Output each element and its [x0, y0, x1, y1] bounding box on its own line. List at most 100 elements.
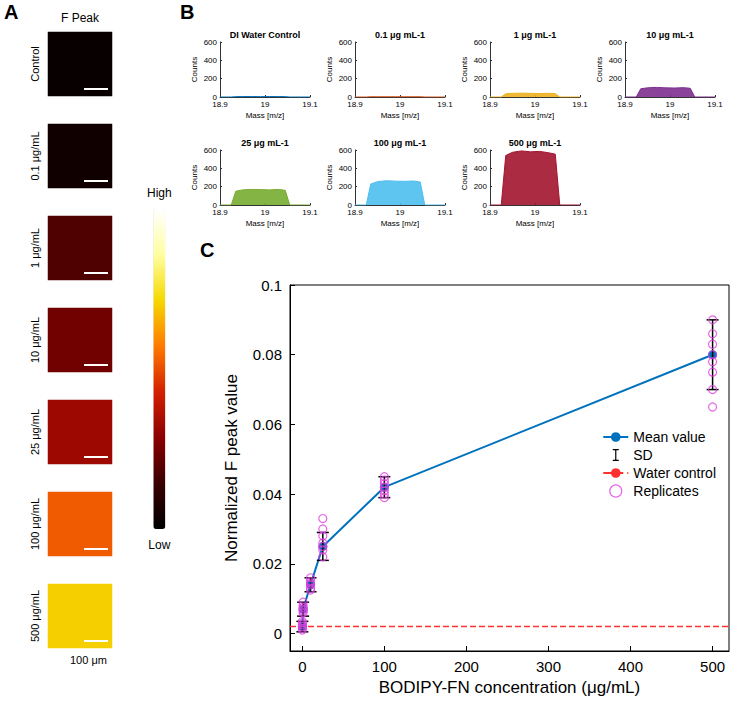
svg-text:0: 0 [482, 92, 487, 102]
svg-text:500 μg/mL: 500 μg/mL [29, 590, 41, 642]
svg-text:0: 0 [298, 658, 306, 675]
svg-text:SD: SD [633, 447, 652, 463]
svg-text:0: 0 [347, 92, 352, 102]
svg-text:200: 200 [454, 658, 479, 675]
svg-text:19: 19 [531, 208, 540, 217]
svg-text:Counts: Counts [190, 165, 199, 190]
svg-text:18.9: 18.9 [212, 208, 228, 217]
svg-text:19: 19 [261, 208, 270, 217]
svg-text:Counts: Counts [325, 57, 334, 82]
svg-text:18.9: 18.9 [482, 100, 498, 109]
svg-text:DI Water Control: DI Water Control [230, 30, 301, 40]
svg-text:19: 19 [261, 100, 270, 109]
svg-text:0: 0 [212, 200, 217, 210]
svg-text:400: 400 [474, 164, 488, 173]
svg-text:100 μg/mL: 100 μg/mL [29, 498, 41, 550]
svg-text:0: 0 [212, 92, 217, 102]
svg-text:300: 300 [536, 658, 561, 675]
svg-text:1 μg mL-1: 1 μg mL-1 [514, 30, 557, 40]
svg-text:19: 19 [666, 100, 675, 109]
svg-text:400: 400 [339, 164, 353, 173]
svg-text:Control: Control [29, 46, 41, 81]
svg-text:Mass [m/z]: Mass [m/z] [246, 111, 285, 120]
svg-text:200: 200 [609, 74, 623, 83]
svg-text:200: 200 [339, 182, 353, 191]
svg-text:400: 400 [339, 56, 353, 65]
svg-text:600: 600 [204, 146, 218, 155]
svg-text:Counts: Counts [460, 165, 469, 190]
svg-text:Counts: Counts [325, 165, 334, 190]
svg-text:Mean value: Mean value [633, 429, 706, 445]
svg-text:Mass [m/z]: Mass [m/z] [516, 111, 555, 120]
svg-text:200: 200 [474, 182, 488, 191]
svg-text:Mass [m/z]: Mass [m/z] [246, 219, 285, 228]
svg-text:19.1: 19.1 [707, 100, 723, 109]
svg-text:600: 600 [339, 38, 353, 47]
svg-text:500 μg mL-1: 500 μg mL-1 [509, 138, 562, 148]
svg-text:600: 600 [204, 38, 218, 47]
svg-text:19: 19 [396, 100, 405, 109]
svg-text:F Peak: F Peak [61, 11, 100, 25]
svg-text:1 μg/mL: 1 μg/mL [29, 228, 41, 268]
svg-text:Counts: Counts [460, 57, 469, 82]
svg-text:18.9: 18.9 [347, 100, 363, 109]
svg-text:Counts: Counts [595, 57, 604, 82]
svg-text:Low: Low [148, 538, 170, 552]
svg-text:200: 200 [204, 182, 218, 191]
svg-text:600: 600 [474, 146, 488, 155]
svg-text:0.08: 0.08 [253, 346, 282, 363]
svg-text:0: 0 [617, 92, 622, 102]
svg-text:100 μm: 100 μm [70, 654, 107, 666]
svg-text:19.1: 19.1 [302, 208, 318, 217]
svg-text:BODIPY-FN concentration (μg/mL: BODIPY-FN concentration (μg/mL) [379, 678, 640, 697]
svg-text:25 μg mL-1: 25 μg mL-1 [241, 138, 289, 148]
svg-text:25 μg/mL: 25 μg/mL [29, 409, 41, 455]
svg-text:C: C [200, 239, 214, 261]
svg-text:0.1: 0.1 [261, 277, 282, 294]
svg-text:Replicates: Replicates [633, 483, 698, 499]
svg-text:0.04: 0.04 [253, 486, 282, 503]
svg-text:19.1: 19.1 [572, 208, 588, 217]
svg-text:10 μg mL-1: 10 μg mL-1 [646, 30, 694, 40]
svg-text:Normalized F peak value: Normalized F peak value [222, 374, 241, 562]
svg-text:High: High [147, 186, 172, 200]
svg-text:19.1: 19.1 [437, 100, 453, 109]
svg-text:600: 600 [339, 146, 353, 155]
svg-text:0.06: 0.06 [253, 416, 282, 433]
svg-text:Mass [m/z]: Mass [m/z] [651, 111, 690, 120]
svg-text:19: 19 [531, 100, 540, 109]
svg-text:Mass [m/z]: Mass [m/z] [381, 111, 420, 120]
svg-text:500: 500 [700, 658, 725, 675]
svg-text:400: 400 [609, 56, 623, 65]
svg-text:200: 200 [204, 74, 218, 83]
svg-text:200: 200 [474, 74, 488, 83]
svg-text:100 μg mL-1: 100 μg mL-1 [374, 138, 427, 148]
svg-text:Mass [m/z]: Mass [m/z] [516, 219, 555, 228]
svg-text:18.9: 18.9 [617, 100, 633, 109]
svg-text:19.1: 19.1 [302, 100, 318, 109]
svg-text:400: 400 [204, 56, 218, 65]
svg-text:200: 200 [339, 74, 353, 83]
svg-text:0.02: 0.02 [253, 555, 282, 572]
svg-text:0.1 μg/mL: 0.1 μg/mL [29, 131, 41, 180]
svg-text:A: A [4, 1, 18, 23]
svg-text:Water control: Water control [633, 465, 716, 481]
svg-text:600: 600 [474, 38, 488, 47]
svg-text:18.9: 18.9 [482, 208, 498, 217]
svg-text:19.1: 19.1 [572, 100, 588, 109]
svg-text:400: 400 [618, 658, 643, 675]
svg-text:Counts: Counts [190, 57, 199, 82]
svg-text:400: 400 [204, 164, 218, 173]
svg-text:B: B [180, 1, 194, 23]
svg-text:10 μg/mL: 10 μg/mL [29, 317, 41, 363]
svg-text:18.9: 18.9 [347, 208, 363, 217]
svg-text:19: 19 [396, 208, 405, 217]
svg-text:100: 100 [372, 658, 397, 675]
svg-text:600: 600 [609, 38, 623, 47]
svg-text:18.9: 18.9 [212, 100, 228, 109]
svg-text:400: 400 [474, 56, 488, 65]
svg-text:0.1 μg mL-1: 0.1 μg mL-1 [375, 30, 425, 40]
svg-text:0: 0 [274, 625, 282, 642]
svg-text:Mass [m/z]: Mass [m/z] [381, 219, 420, 228]
svg-text:19.1: 19.1 [437, 208, 453, 217]
